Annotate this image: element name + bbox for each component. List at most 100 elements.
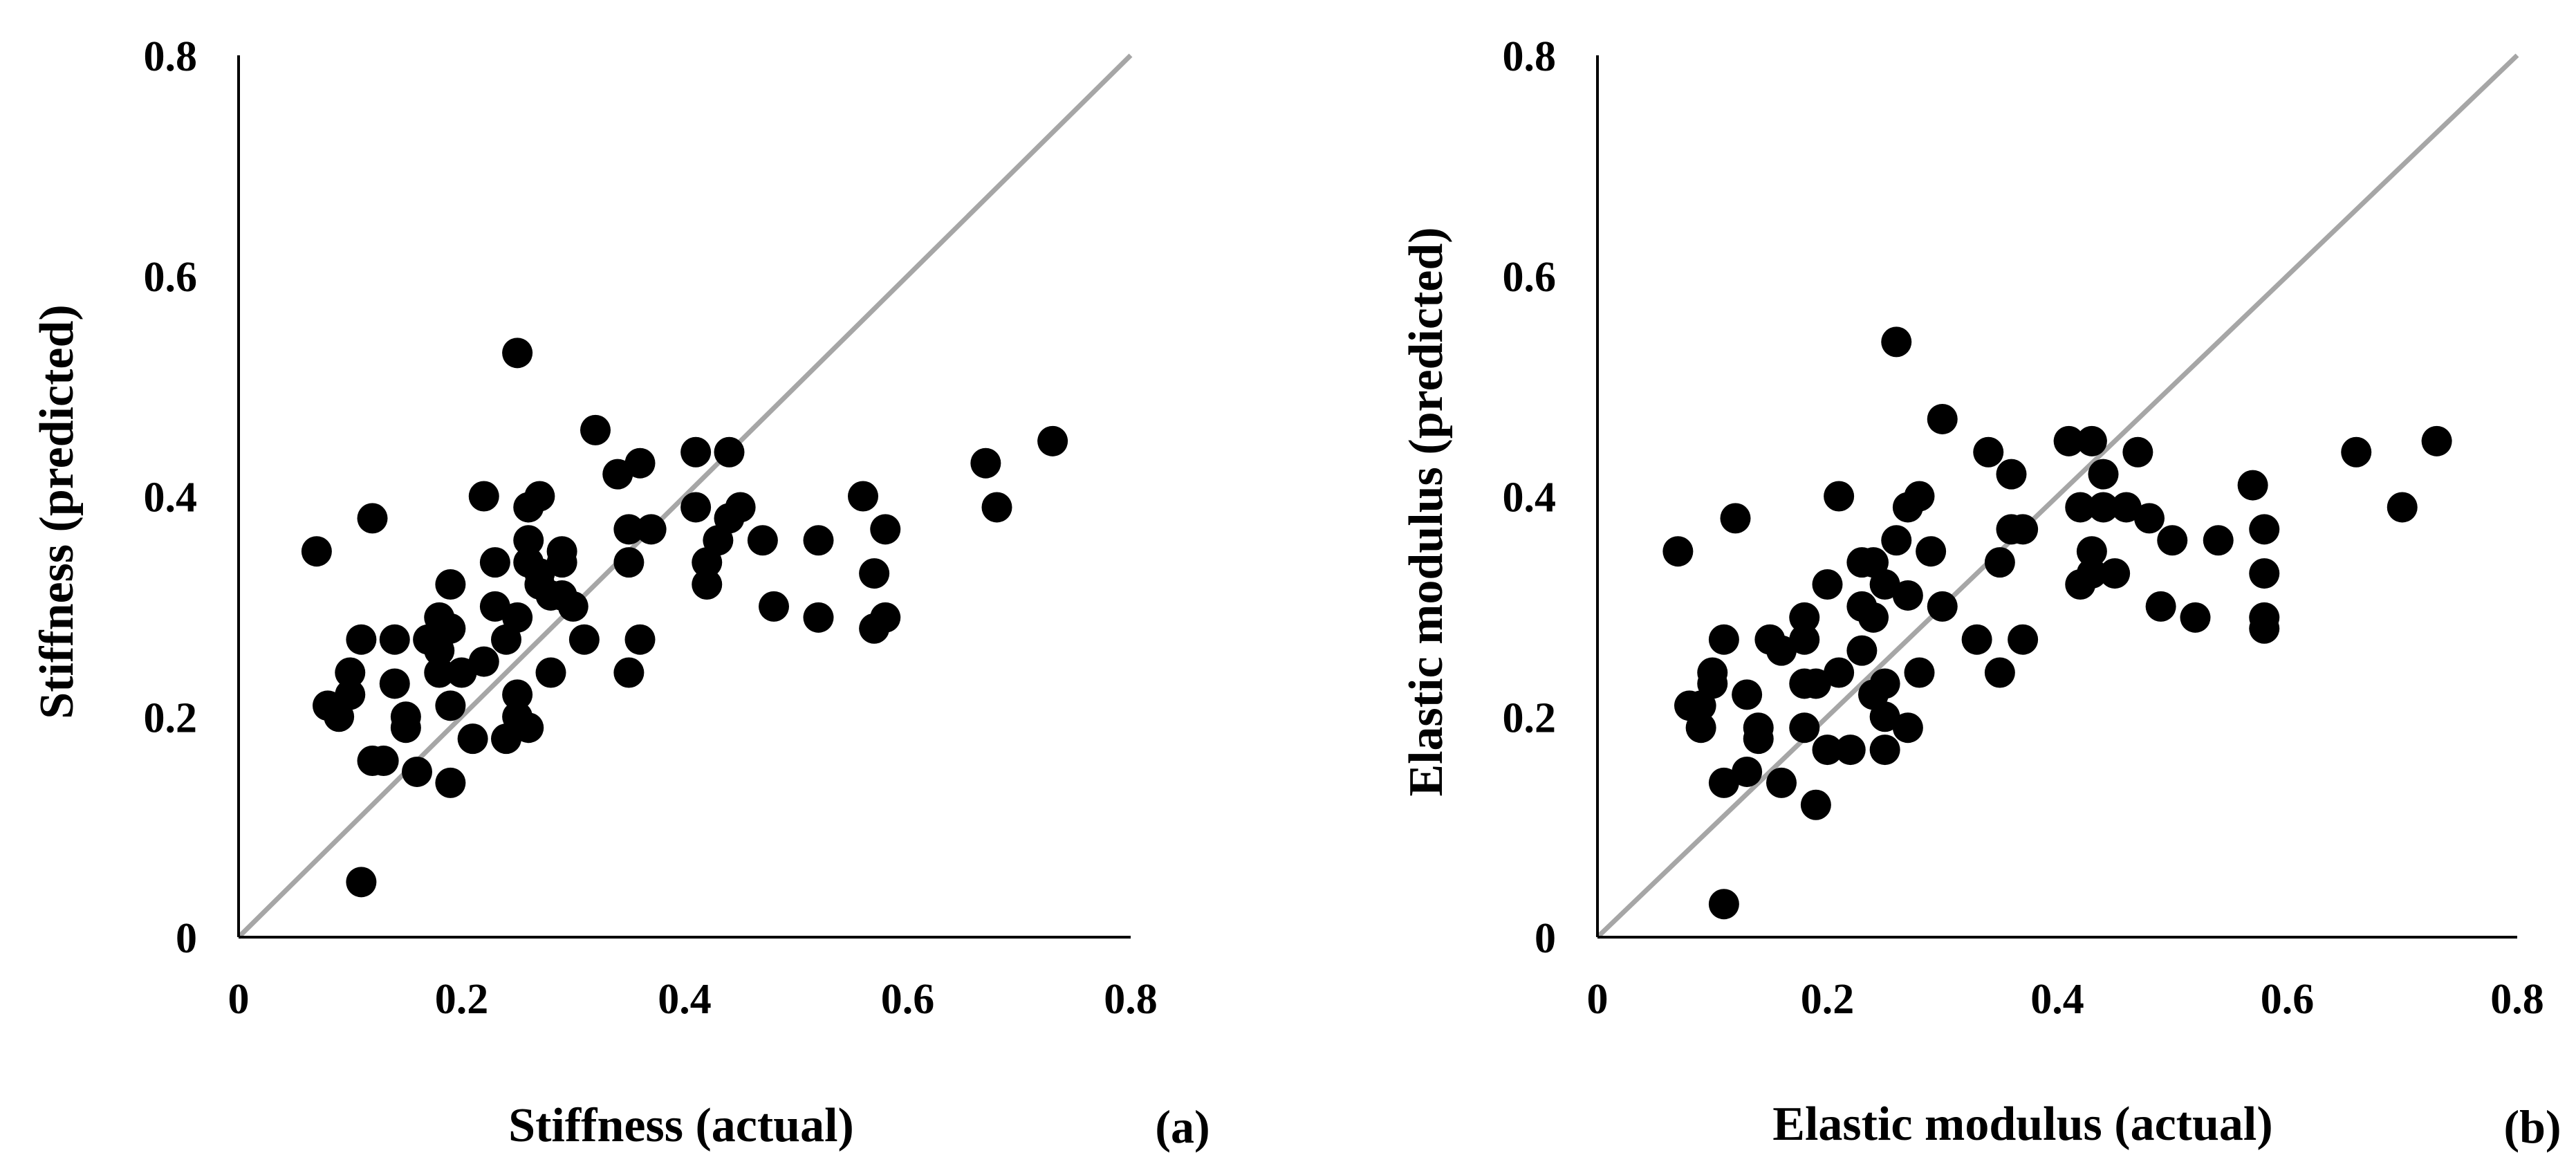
data-point (613, 657, 645, 688)
y-tick-label: 0.6 (1503, 254, 1557, 301)
data-point (1858, 602, 1889, 633)
x-tick-label: 0.2 (1801, 976, 1855, 1023)
data-point (468, 646, 499, 677)
data-point (335, 679, 366, 710)
reference-line-a-stroke (237, 53, 1133, 939)
data-point (725, 492, 756, 523)
data-point (747, 525, 778, 556)
x-tick-label: 0 (228, 976, 250, 1023)
data-point (580, 414, 611, 445)
data-point (1927, 591, 1958, 622)
data-point (1685, 712, 1716, 743)
data-point (1881, 326, 1912, 358)
data-point (1973, 436, 2004, 468)
data-point (2237, 470, 2268, 501)
y-tick-label: 0.8 (144, 33, 198, 80)
scatter-panel-b: 0 0.2 0.4 0.6 0.8 0 0.2 0.4 0.6 0.8 Elastic modu… (1400, 33, 2561, 1153)
data-point (692, 569, 723, 600)
data-point (1824, 481, 1855, 512)
data-point (513, 525, 544, 556)
data-point (2100, 558, 2131, 589)
data-point (1927, 403, 1958, 434)
data-point (2203, 525, 2234, 556)
y-tick-label: 0.8 (1503, 33, 1557, 80)
y-tick-labels-b: 0 0.2 0.4 0.6 0.8 (1503, 33, 1557, 962)
data-point (1835, 735, 1866, 766)
data-point (803, 602, 834, 633)
data-point (1984, 547, 2015, 578)
data-point (2249, 514, 2280, 545)
x-tick-label: 0.4 (2030, 976, 2084, 1023)
data-point (301, 536, 332, 567)
data-point (1916, 536, 1947, 567)
data-point (568, 624, 600, 655)
data-point (1892, 712, 1923, 743)
data-point (624, 624, 656, 655)
x-tick-labels-a: 0 0.2 0.4 0.6 0.8 (228, 976, 1158, 1023)
x-tick-labels-b: 0 0.2 0.4 0.6 0.8 (1587, 976, 2544, 1023)
x-axis-title-b: Elastic modulus (actual) (1772, 1098, 2272, 1151)
data-point (435, 569, 466, 600)
data-point (402, 756, 432, 787)
data-point (2088, 492, 2119, 523)
data-point (2076, 536, 2107, 567)
data-point (2421, 425, 2452, 456)
data-point (2088, 459, 2119, 490)
data-point (680, 492, 712, 523)
data-point (1708, 624, 1739, 655)
data-point (1812, 735, 1843, 766)
data-point (613, 514, 645, 545)
panel-label-a: (a) (1155, 1100, 1210, 1153)
y-tick-label: 0.2 (1503, 694, 1557, 741)
data-point (2122, 436, 2153, 468)
data-point (1708, 767, 1739, 798)
data-point (1789, 602, 1820, 633)
y-tick-label: 0 (1535, 915, 1556, 962)
data-point (1743, 712, 1774, 743)
data-point (1766, 635, 1797, 666)
data-point (2076, 558, 2107, 589)
data-point (1789, 624, 1820, 655)
data-point (1766, 767, 1797, 798)
data-point (435, 767, 466, 798)
data-point (2180, 602, 2211, 633)
data-point (803, 525, 834, 556)
y-tick-label: 0.2 (144, 694, 198, 741)
data-point (379, 668, 410, 699)
data-point (435, 690, 466, 721)
data-point (1881, 525, 1912, 556)
x-tick-label: 0 (1587, 976, 1609, 1023)
data-point (1824, 657, 1855, 688)
data-point (759, 591, 789, 622)
data-point (357, 503, 388, 534)
data-point (379, 624, 410, 655)
data-point (2111, 492, 2142, 523)
data-point (1869, 569, 1900, 600)
data-point (1961, 624, 1992, 655)
data-point (1996, 459, 2027, 490)
data-point (2387, 492, 2418, 523)
data-point (457, 723, 488, 755)
x-tick-label: 0.6 (2261, 976, 2315, 1023)
data-point (1812, 569, 1843, 600)
data-point (870, 602, 901, 633)
data-point (1720, 503, 1751, 534)
data-point (557, 591, 589, 622)
data-points-a (301, 338, 1068, 898)
data-point (870, 514, 901, 545)
data-point (479, 547, 510, 578)
x-axis-title-a: Stiffness (actual) (508, 1099, 854, 1152)
data-point (1869, 701, 1900, 732)
data-point (524, 481, 555, 512)
axes-b (1596, 55, 2517, 939)
reference-line-b-stroke (1595, 53, 2519, 939)
panel-label-b: (b) (2503, 1100, 2561, 1153)
data-point (636, 514, 667, 545)
data-point (335, 657, 366, 688)
y-tick-label: 0.4 (1503, 474, 1557, 521)
data-point (1708, 889, 1739, 920)
data-point (680, 436, 712, 468)
data-point (714, 436, 745, 468)
data-point (613, 547, 645, 578)
data-point (424, 657, 455, 688)
